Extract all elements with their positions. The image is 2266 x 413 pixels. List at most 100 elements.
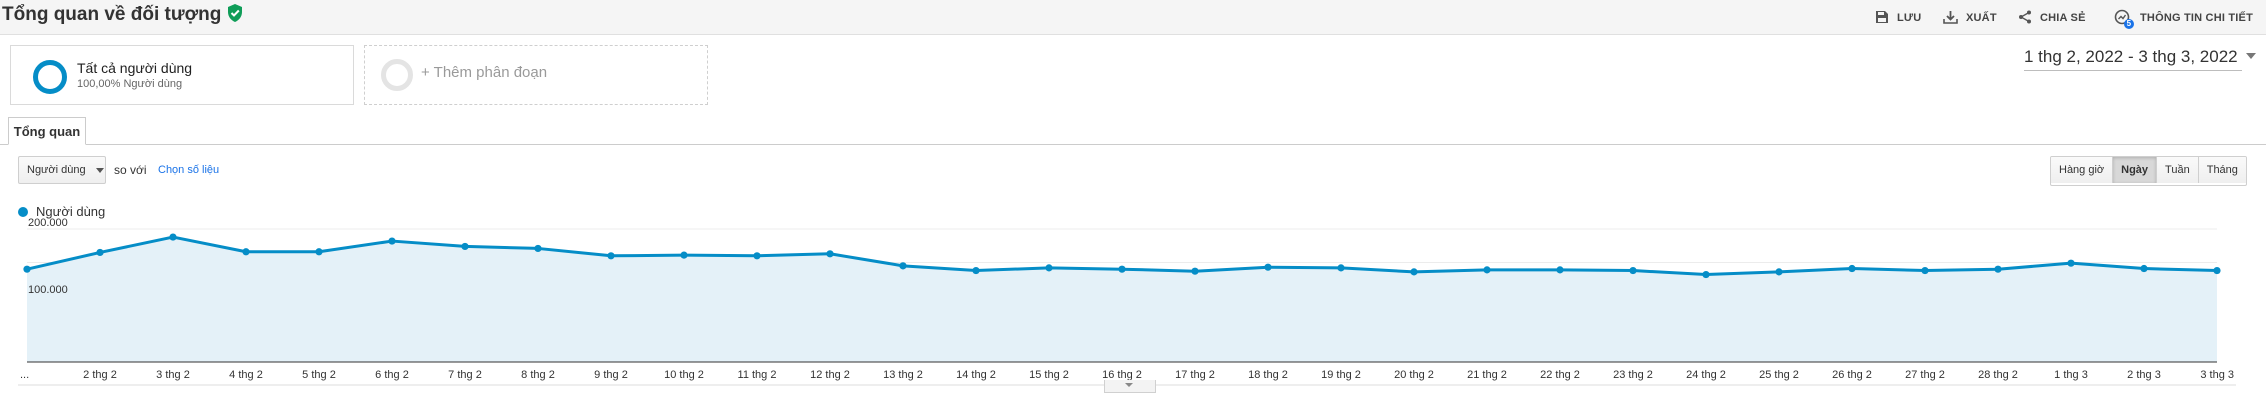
- y-tick-label: 200.000: [28, 217, 68, 229]
- data-point: [1264, 263, 1272, 271]
- empty-segment-ring-icon: [381, 59, 413, 91]
- chevron-down-icon: [1125, 383, 1133, 387]
- x-tick-label: 2 thg 3: [2127, 369, 2161, 381]
- x-tick-label: 9 thg 2: [594, 369, 628, 381]
- x-tick-label: 3 thg 3: [2200, 369, 2234, 381]
- metric-dropdown-value: Người dùng: [27, 164, 86, 176]
- x-tick-label: 6 thg 2: [375, 369, 409, 381]
- data-point: [2067, 259, 2075, 267]
- x-tick-label: ...: [20, 369, 29, 381]
- data-point: [1775, 268, 1783, 276]
- insights-label: THÔNG TIN CHI TIẾT: [2140, 12, 2253, 24]
- data-point: [607, 252, 615, 260]
- x-tick-label: 7 thg 2: [448, 369, 482, 381]
- x-tick-label: 3 thg 2: [156, 369, 190, 381]
- x-tick-label: 21 thg 2: [1467, 369, 1507, 381]
- share-button[interactable]: CHIA SẺ: [2018, 8, 2086, 28]
- data-point: [388, 237, 396, 245]
- x-tick-label: 19 thg 2: [1321, 369, 1361, 381]
- data-point: [169, 233, 177, 241]
- x-tick-label: 28 thg 2: [1978, 369, 2018, 381]
- x-tick-label: 11 thg 2: [738, 369, 777, 381]
- segment-subtitle: 100,00% Người dùng: [77, 78, 183, 90]
- granularity-day-button[interactable]: Ngày: [2112, 157, 2157, 183]
- x-tick-label: 13 thg 2: [883, 369, 923, 381]
- share-label: CHIA SẺ: [2040, 12, 2086, 24]
- data-point: [534, 244, 542, 253]
- x-tick-label: 12 thg 2: [810, 369, 850, 381]
- date-range-text: 1 thg 2, 2022 - 3 thg 3, 2022: [2024, 47, 2238, 66]
- data-point: [1994, 265, 2002, 273]
- chart-collapse-handle[interactable]: [1104, 380, 1156, 393]
- add-segment-label: + Thêm phân đoạn: [421, 64, 548, 81]
- x-tick-label: 20 thg 2: [1394, 369, 1434, 381]
- tab-overview[interactable]: Tổng quan: [8, 117, 86, 145]
- data-point: [899, 262, 907, 270]
- insights-icon: 5: [2114, 9, 2134, 29]
- x-tick-label: 25 thg 2: [1759, 369, 1799, 381]
- data-point: [826, 250, 834, 258]
- date-range-picker[interactable]: 1 thg 2, 2022 - 3 thg 3, 2022: [2024, 47, 2256, 67]
- legend-series-label: Người dùng: [36, 204, 106, 219]
- tab-strip-divider: [0, 144, 2266, 145]
- x-tick-label: 17 thg 2: [1175, 369, 1215, 381]
- download-icon: [1943, 10, 1958, 27]
- add-segment-button[interactable]: + Thêm phân đoạn: [364, 45, 708, 105]
- save-label: LƯU: [1897, 12, 1922, 24]
- granularity-toggle: Hàng giờ Ngày Tuần Tháng: [2050, 156, 2247, 186]
- data-point: [972, 266, 980, 275]
- x-tick-label: 5 thg 2: [302, 369, 336, 381]
- verified-shield-icon: [227, 4, 243, 28]
- granularity-week-button[interactable]: Tuần: [2156, 157, 2198, 183]
- chart-legend: Người dùng: [18, 204, 105, 219]
- data-point: [1483, 266, 1491, 274]
- x-tick-label: 10 thg 2: [664, 369, 704, 381]
- data-point: [1921, 266, 1929, 275]
- data-point: [1337, 264, 1345, 272]
- data-point: [2140, 264, 2148, 273]
- data-point: [680, 251, 688, 259]
- data-point: [1045, 264, 1053, 272]
- page-title-text: Tổng quan về đối tượng: [2, 4, 222, 25]
- data-point: [96, 248, 104, 257]
- insights-badge: 5: [2124, 19, 2134, 29]
- tab-overview-label: Tổng quan: [13, 123, 81, 139]
- metric-dropdown[interactable]: Người dùng: [18, 156, 106, 184]
- x-tick-label: 2 thg 2: [83, 369, 117, 381]
- x-tick-label: 24 thg 2: [1686, 369, 1726, 381]
- data-point: [1629, 266, 1637, 275]
- segment-all-users[interactable]: Tất cả người dùng 100,00% Người dùng: [10, 45, 354, 105]
- x-tick-label: 22 thg 2: [1540, 369, 1580, 381]
- x-tick-label: 16 thg 2: [1102, 369, 1142, 381]
- data-point: [2213, 266, 2221, 275]
- save-button[interactable]: LƯU: [1875, 8, 1921, 28]
- data-point: [461, 242, 469, 251]
- data-point: [1556, 266, 1564, 274]
- data-point: [23, 265, 31, 273]
- data-point: [1191, 267, 1199, 275]
- granularity-month-button[interactable]: Tháng: [2197, 157, 2246, 183]
- x-tick-label: 23 thg 2: [1613, 369, 1653, 381]
- choose-metric-link[interactable]: Chọn số liệu: [158, 164, 220, 176]
- report-header: [0, 0, 2266, 35]
- x-tick-label: 15 thg 2: [1029, 369, 1069, 381]
- x-tick-label: 4 thg 2: [229, 369, 263, 381]
- x-tick-label: 8 thg 2: [521, 369, 555, 381]
- insights-button[interactable]: 5 THÔNG TIN CHI TIẾT: [2114, 8, 2253, 29]
- data-point: [1702, 270, 1710, 279]
- export-button[interactable]: XUẤT: [1943, 8, 1997, 28]
- data-point: [1118, 265, 1126, 273]
- date-range-underline: [2024, 70, 2242, 71]
- granularity-hourly-button[interactable]: Hàng giờ: [2051, 157, 2113, 183]
- compare-label: so với: [114, 163, 147, 177]
- data-point: [315, 248, 323, 256]
- y-tick-label: 100.000: [28, 284, 68, 296]
- export-label: XUẤT: [1966, 12, 1997, 24]
- x-tick-label: 18 thg 2: [1248, 369, 1288, 381]
- data-point: [753, 252, 761, 260]
- floppy-disk-icon: [1875, 10, 1889, 27]
- area-fill: [27, 237, 2217, 362]
- users-area-chart: 200.000 100.000... 2 thg 2 3 thg 2 4 thg 2 5 …: [18, 217, 2236, 386]
- segment-title: Tất cả người dùng: [77, 60, 193, 76]
- chevron-down-icon: [2245, 53, 2256, 59]
